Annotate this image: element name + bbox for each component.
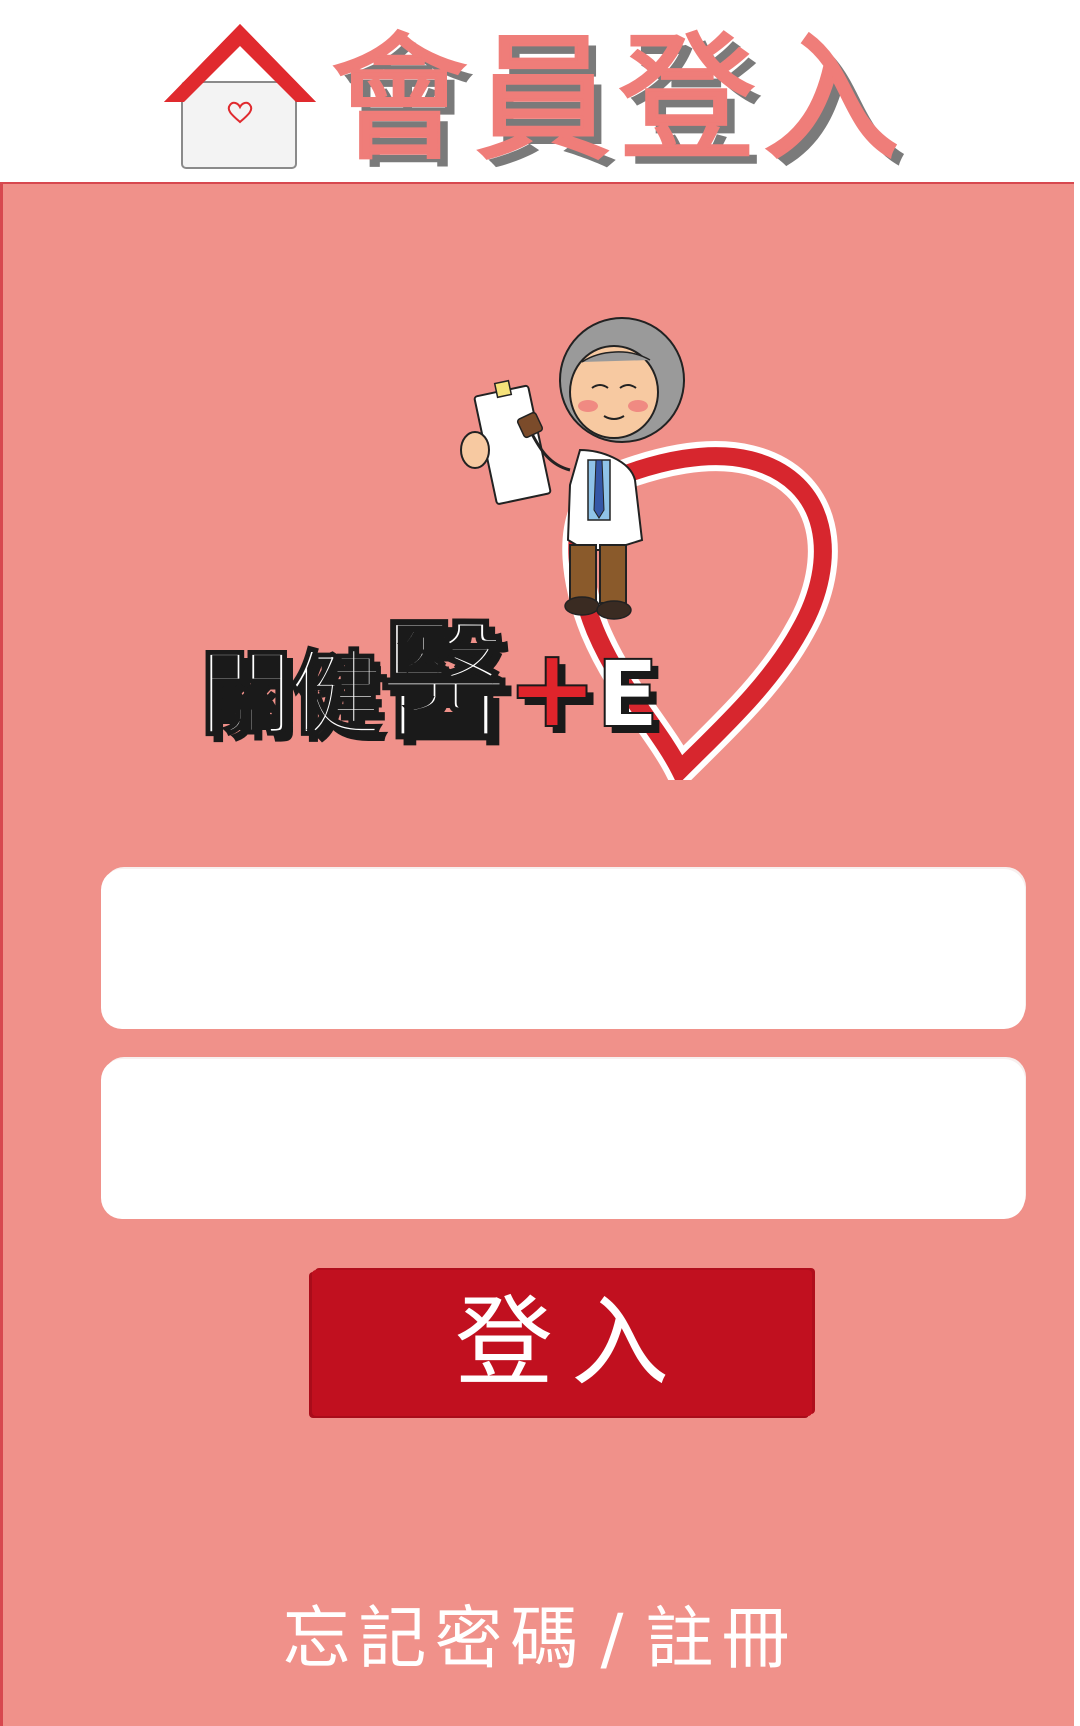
account-links: 忘記密碼 / 註冊 — [0, 1598, 1080, 1682]
brand-plus: + — [505, 624, 599, 752]
brand-text-e: E — [595, 640, 660, 749]
home-icon[interactable] — [160, 22, 320, 172]
forgot-password-link[interactable]: 忘記密碼 — [282, 1600, 587, 1679]
login-button[interactable]: 登入 — [312, 1270, 812, 1416]
heart-icon — [562, 441, 838, 780]
doctor-mascot — [460, 317, 685, 620]
panel-divider — [0, 182, 1080, 184]
password-input[interactable] — [104, 1062, 1022, 1216]
right-edge — [1074, 0, 1080, 1726]
brand-logo-text: 關健醫+E — [199, 618, 660, 750]
register-link[interactable]: 註冊 — [645, 1600, 798, 1679]
link-separator: / — [600, 1600, 632, 1679]
logo-illustration — [460, 317, 838, 780]
brand-text-big: 醫 — [379, 608, 509, 757]
page-title: 會員登入 — [328, 18, 907, 181]
brand-text-main: 關健 — [199, 640, 383, 749]
header: 會員登入 — [0, 0, 1080, 182]
account-input[interactable] — [104, 872, 1022, 1026]
